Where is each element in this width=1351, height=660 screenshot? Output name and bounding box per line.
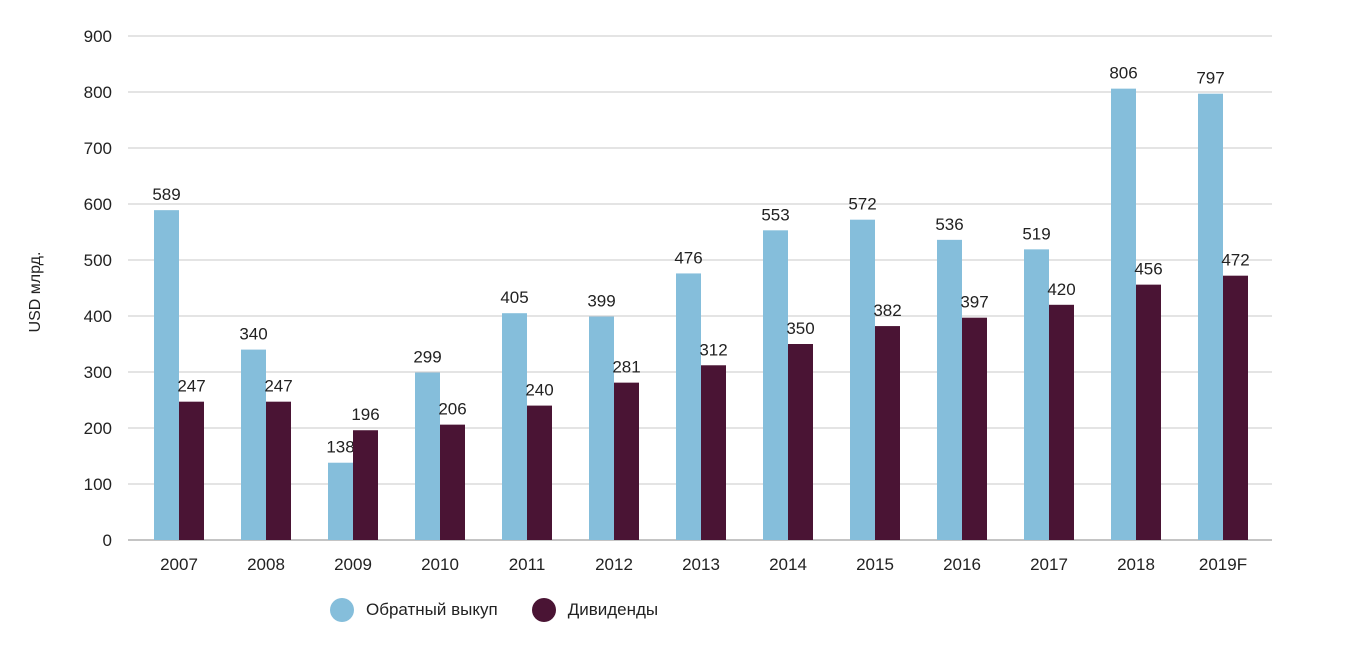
data-label-dividends-2012: 281 — [612, 358, 640, 377]
legend-item-buyback: Обратный выкуп — [330, 598, 498, 622]
x-tick-label: 2013 — [682, 555, 720, 574]
bar-buyback-2013 — [676, 273, 701, 540]
y-tick-label: 900 — [84, 27, 112, 46]
data-label-buyback-2013: 476 — [674, 248, 702, 267]
legend: Обратный выкуп Дивиденды — [330, 598, 692, 622]
data-label-buyback-2017: 519 — [1022, 224, 1050, 243]
y-tick-label: 800 — [84, 83, 112, 102]
x-tick-label: 2015 — [856, 555, 894, 574]
x-tick-label: 2011 — [509, 555, 546, 574]
y-tick-label: 200 — [84, 419, 112, 438]
bar-buyback-2012 — [589, 316, 614, 540]
legend-swatch-buyback — [330, 598, 354, 622]
data-label-dividends-2009: 196 — [351, 405, 379, 424]
bar-dividends-2016 — [962, 317, 987, 540]
y-tick-label: 300 — [84, 363, 112, 382]
data-label-dividends-2018: 456 — [1134, 260, 1162, 279]
data-label-buyback-2012: 399 — [587, 292, 615, 311]
data-label-buyback-2014: 553 — [761, 205, 789, 224]
bar-buyback-2014 — [763, 230, 788, 540]
bar-buyback-2018 — [1111, 88, 1136, 540]
bar-buyback-2009 — [328, 462, 353, 540]
data-label-dividends-2019F: 472 — [1221, 251, 1249, 270]
data-label-dividends-2016: 397 — [960, 293, 988, 312]
data-label-dividends-2007: 247 — [177, 377, 205, 396]
y-tick-label: 600 — [84, 195, 112, 214]
x-tick-label: 2009 — [334, 555, 372, 574]
bar-buyback-2011 — [502, 313, 527, 540]
x-tick-label: 2019F — [1199, 555, 1247, 574]
y-tick-label: 100 — [84, 475, 112, 494]
bar-dividends-2011 — [527, 405, 552, 540]
data-label-buyback-2011: 405 — [500, 288, 528, 307]
x-tick-label: 2016 — [943, 555, 981, 574]
bar-buyback-2015 — [850, 219, 875, 540]
data-label-buyback-2015: 572 — [848, 195, 876, 214]
y-axis-label: USD млрд. — [27, 252, 44, 333]
bar-dividends-2017 — [1049, 304, 1074, 540]
bar-buyback-2010 — [415, 372, 440, 540]
data-label-buyback-2007: 589 — [152, 185, 180, 204]
legend-label-buyback: Обратный выкуп — [366, 600, 498, 619]
data-label-dividends-2014: 350 — [786, 319, 814, 338]
x-tick-label: 2018 — [1117, 555, 1155, 574]
data-label-buyback-2018: 806 — [1109, 64, 1137, 83]
y-tick-label: 0 — [103, 531, 112, 550]
bar-dividends-2019F — [1223, 275, 1248, 540]
data-label-dividends-2015: 382 — [873, 301, 901, 320]
x-tick-label: 2007 — [160, 555, 198, 574]
y-tick-label: 400 — [84, 307, 112, 326]
x-tick-label: 2017 — [1030, 555, 1068, 574]
bars: 589 247 340 247 138 196 299 206 405 240 399 281 476 3… — [152, 64, 1250, 541]
bar-dividends-2014 — [788, 344, 813, 540]
bar-buyback-2016 — [937, 239, 962, 540]
data-label-buyback-2008: 340 — [239, 325, 267, 344]
bar-buyback-2019F — [1198, 93, 1223, 541]
data-label-buyback-2016: 536 — [935, 215, 963, 234]
data-label-buyback-2019F: 797 — [1196, 69, 1224, 88]
legend-label-dividends: Дивиденды — [567, 600, 659, 619]
data-label-dividends-2008: 247 — [264, 377, 292, 396]
y-tick-label: 700 — [84, 139, 112, 158]
x-tick-label: 2012 — [595, 555, 633, 574]
x-tick-label: 2014 — [769, 555, 807, 574]
data-label-dividends-2010: 206 — [438, 400, 466, 419]
bar-dividends-2015 — [875, 326, 900, 540]
bar-dividends-2009 — [353, 430, 378, 540]
data-label-buyback-2009: 138 — [326, 438, 354, 457]
bar-buyback-2008 — [241, 349, 266, 540]
data-label-dividends-2013: 312 — [699, 340, 727, 359]
bar-dividends-2012 — [614, 382, 639, 540]
bar-buyback-2007 — [154, 210, 179, 540]
data-label-buyback-2010: 299 — [413, 348, 441, 367]
bar-dividends-2013 — [701, 365, 726, 540]
data-label-dividends-2017: 420 — [1047, 280, 1075, 299]
bar-dividends-2018 — [1136, 284, 1161, 540]
y-axis-ticks: 0 100 200 300 400 500 600 700 800 900 — [84, 27, 112, 550]
bar-dividends-2008 — [266, 401, 291, 540]
bar-dividends-2010 — [440, 424, 465, 540]
x-tick-label: 2010 — [421, 555, 459, 574]
y-tick-label: 500 — [84, 251, 112, 270]
bar-buyback-2017 — [1024, 249, 1049, 541]
legend-item-dividends: Дивиденды — [531, 598, 659, 622]
data-label-dividends-2011: 240 — [525, 381, 553, 400]
x-tick-label: 2008 — [247, 555, 285, 574]
x-axis-ticks: 2007 2008 2009 2010 2011 2012 2013 2014 2015 2016… — [160, 555, 1247, 574]
legend-swatch-dividends — [531, 598, 556, 622]
bar-dividends-2007 — [179, 401, 204, 540]
